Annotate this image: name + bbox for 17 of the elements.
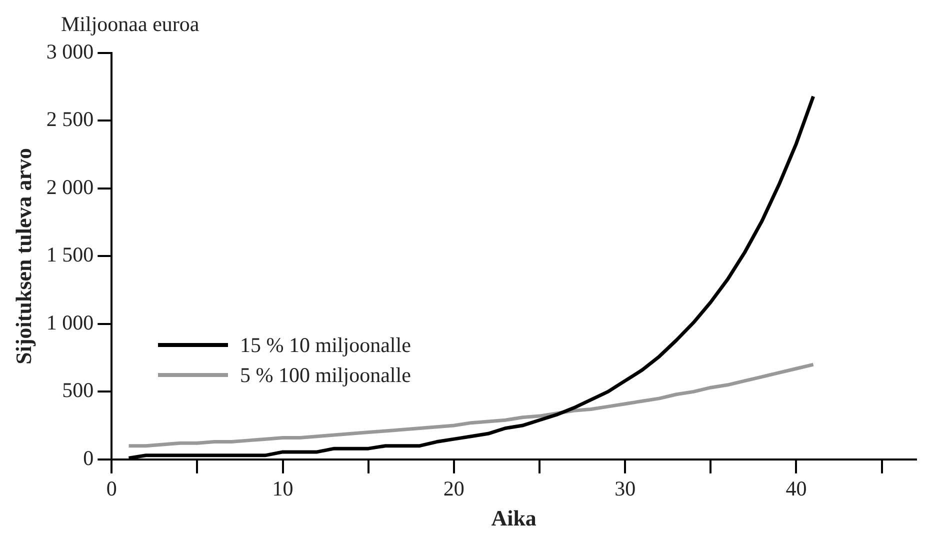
legend-label: 15 % 10 miljoonalle — [240, 332, 411, 359]
y-axis-title: Sijoituksen tuleva arvo — [10, 148, 36, 364]
x-tick-label: 0 — [106, 476, 117, 501]
y-tick-label: 2 500 — [46, 107, 94, 132]
y-tick-label: 1 000 — [46, 310, 94, 334]
y-tick-label: 2 000 — [46, 174, 94, 199]
y-tick-label: 0 — [83, 446, 94, 470]
x-tick-label: 20 — [443, 476, 464, 501]
chart-subtitle: Miljoonaa euroa — [61, 12, 200, 37]
x-tick-label: 30 — [614, 476, 636, 501]
legend-label: 5 % 100 miljoonalle — [240, 362, 411, 389]
x-axis-title: Aika — [491, 505, 536, 530]
x-tick-label: 40 — [786, 476, 807, 501]
y-tick-label: 500 — [62, 378, 94, 402]
y-tick-label: 1 500 — [46, 242, 94, 267]
x-tick-label: 10 — [272, 476, 294, 501]
y-tick-label: 3 000 — [46, 40, 94, 64]
